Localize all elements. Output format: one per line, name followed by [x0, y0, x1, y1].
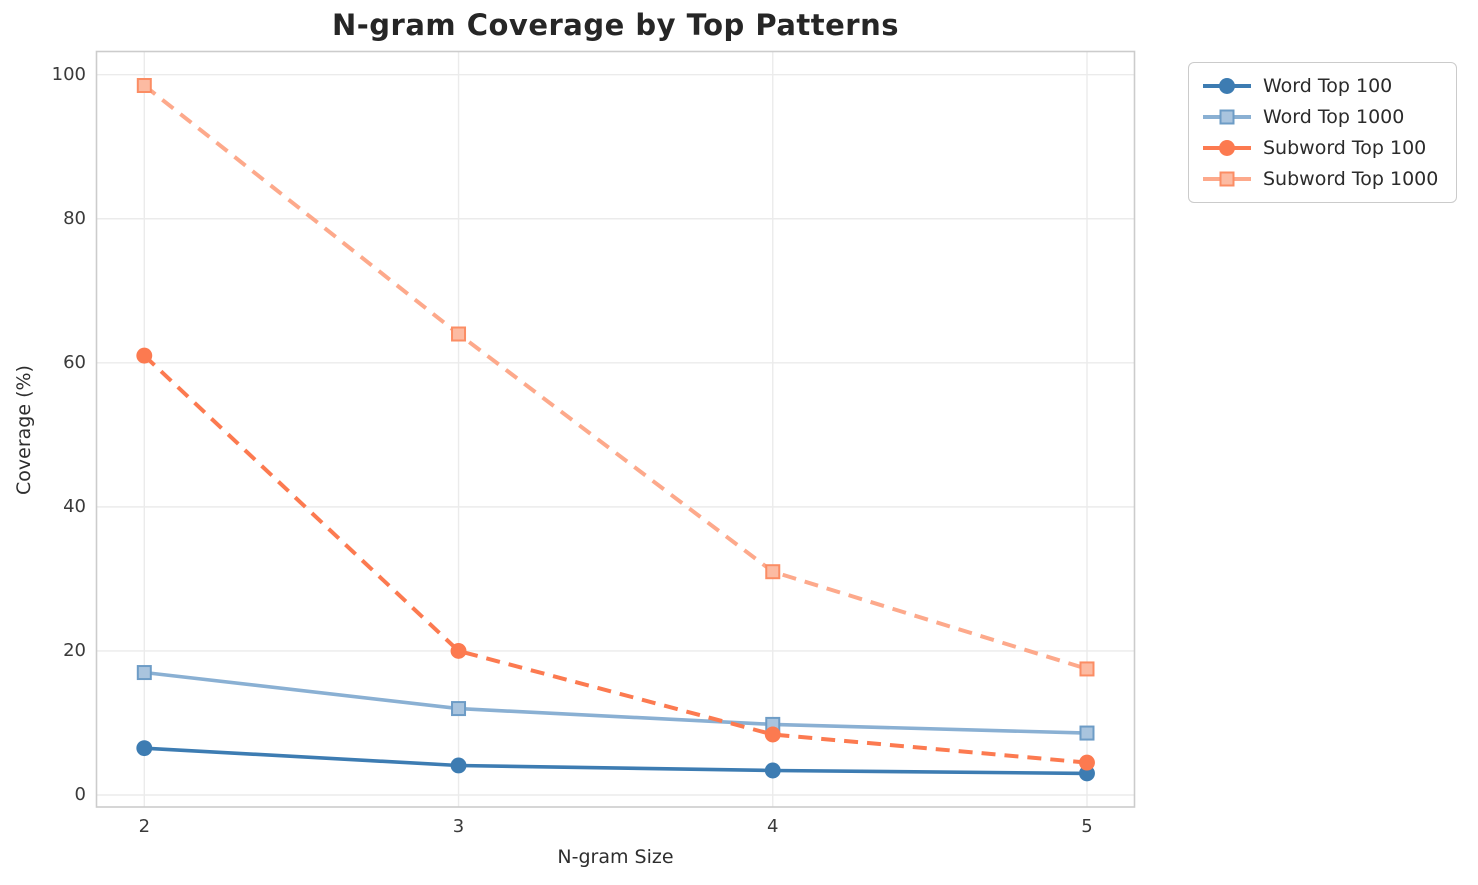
- y-tick-label: 80: [63, 207, 86, 229]
- y-tick-label: 0: [74, 784, 86, 805]
- x-tick-label: 2: [138, 816, 151, 837]
- y-tick-label: 20: [63, 639, 86, 661]
- x-tick-label: 3: [452, 816, 465, 837]
- legend: Word Top 100 Word Top 1000 Subword Top 1…: [1188, 62, 1457, 203]
- legend-item: Subword Top 100: [1201, 135, 1444, 161]
- legend-item: Subword Top 1000: [1201, 166, 1444, 192]
- y-tick-label: 60: [63, 351, 86, 373]
- legend-label: Word Top 100: [1263, 75, 1393, 97]
- legend-item: Word Top 1000: [1201, 104, 1444, 130]
- legend-line-marker-icon: [1203, 109, 1251, 125]
- x-axis-label: N-gram Size: [557, 846, 674, 868]
- legend-item: Word Top 100: [1201, 73, 1444, 99]
- y-tick-label: 40: [63, 495, 86, 517]
- y-tick-label: 100: [51, 63, 86, 85]
- chart-title: N-gram Coverage by Top Patterns: [331, 8, 900, 42]
- legend-line-marker-icon: [1203, 140, 1251, 156]
- y-axis-label: Coverage (%): [13, 365, 35, 495]
- x-tick-label: 4: [767, 816, 779, 837]
- legend-label: Word Top 1000: [1263, 106, 1405, 128]
- x-tick-label: 5: [1081, 816, 1093, 837]
- legend-label: Subword Top 1000: [1263, 168, 1439, 190]
- legend-label: Subword Top 100: [1263, 137, 1427, 159]
- legend-line-marker-icon: [1203, 171, 1251, 187]
- legend-line-marker-icon: [1203, 78, 1251, 94]
